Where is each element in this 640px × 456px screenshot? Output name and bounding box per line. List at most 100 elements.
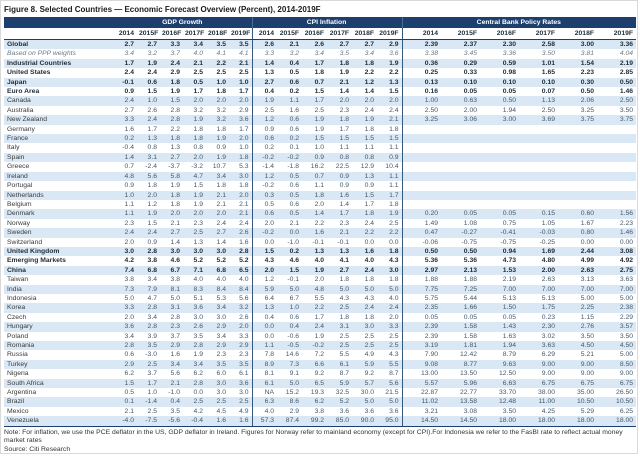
gdp-value: 2.9	[114, 359, 137, 370]
gdp-value: 3.0	[193, 313, 203, 321]
gdp-value: 4.0	[216, 276, 226, 284]
cbr-value	[519, 143, 558, 152]
cpi-value: 0.6	[289, 313, 300, 321]
gdp-value: 7.1	[183, 265, 206, 276]
cbr-value	[597, 152, 637, 163]
cbr-value: 5.00	[619, 351, 634, 359]
gdp-value: 1.9	[183, 115, 206, 125]
gdp-value: 5.1	[193, 294, 203, 302]
gdp-value: 6.0	[216, 370, 226, 378]
gdp-value: 2.8	[114, 341, 137, 351]
cbr-value: 2.39	[401, 39, 442, 50]
cbr-value	[480, 143, 519, 152]
gdp-value: 2.0	[183, 152, 206, 163]
cpi-value: 0.4	[251, 312, 278, 323]
cbr-value: -0.41	[480, 228, 520, 238]
cbr-value: 3.36	[502, 50, 517, 58]
cbr-value: 0.94	[480, 246, 520, 257]
cbr-value: 0.30	[558, 77, 598, 88]
gdp-value: 6.2	[124, 370, 134, 378]
cbr-value: 12.50	[499, 370, 517, 378]
cpi-value: 5.5	[339, 351, 350, 359]
cbr-value: 3.25	[580, 106, 595, 114]
cbr-value: 9.08	[401, 359, 442, 370]
gdp-value: 2.7	[160, 152, 183, 163]
country-label: Norway	[7, 219, 31, 227]
gdp-value: 2.4	[147, 69, 157, 77]
year-header: 2014	[114, 28, 137, 40]
gdp-value: 3.0	[183, 246, 206, 257]
gdp-value: 2.5	[193, 69, 203, 77]
cbr-value: 0.05	[463, 88, 478, 96]
gdp-value: 3.0	[206, 246, 229, 257]
cpi-value: 1.8	[302, 190, 328, 200]
cpi-value: 0.3	[251, 190, 278, 200]
cpi-value: 2.2	[364, 69, 375, 77]
cpi-value: 1.4	[302, 209, 328, 219]
cbr-value: 3.69	[519, 115, 559, 125]
cbr-value: 2.97	[401, 265, 442, 276]
cbr-value: 2.06	[558, 96, 598, 106]
gdp-value: 1.7	[239, 88, 249, 96]
gdp-value: 1.9	[193, 351, 203, 359]
cbr-value: 1.00	[401, 96, 442, 106]
gdp-value: 2.8	[160, 115, 183, 125]
gdp-value: 2.8	[137, 303, 160, 313]
table-row: Mexico 2.1 2.5 3.5 4.2 4.5 4.9 4.0 2.9 3.8 3.6 3.6 3…	[4, 406, 636, 417]
gdp-value: 1.0	[239, 144, 249, 152]
cbr-value: 1.05	[541, 219, 556, 227]
gdp-value: 3.0	[216, 313, 226, 321]
gdp-value: 2.8	[137, 246, 160, 257]
gdp-value: 1.9	[183, 190, 206, 200]
cpi-value: 1.7	[327, 209, 353, 219]
table-row: Brazil 0.1 -1.4 0.4 2.5 2.5 2.5 6.3 8.6 6.2 5.2 5.0…	[4, 397, 637, 407]
gdp-value: 2.9	[160, 341, 183, 351]
table-row: Taiwan 3.8 3.4 3.8 4.0 4.0 4.0 1.2 -0.1 2.0 1.8 1.8…	[4, 275, 636, 285]
cbr-value: 5.29	[580, 407, 595, 415]
cbr-value	[401, 152, 442, 163]
cbr-value: 22.77	[460, 389, 478, 397]
cbr-value: 11.00	[519, 397, 559, 407]
country-label: Ireland	[4, 171, 114, 182]
cpi-value: 2.0	[314, 200, 325, 208]
gdp-value: 3.7	[170, 332, 180, 340]
country-label: Sweden	[4, 228, 114, 238]
cbr-value: 0.05	[502, 313, 517, 321]
gdp-value: 1.8	[160, 77, 183, 88]
table-row: Spain 1.4 3.1 2.7 2.0 1.9 1.8 -0.2 -0.2 0.9 0.8 0.8…	[4, 152, 637, 163]
cpi-value: 1.5	[314, 88, 325, 96]
cpi-value: 2.5	[389, 332, 399, 340]
gdp-value: 2.6	[239, 313, 249, 321]
gdp-value: 4.6	[170, 257, 180, 265]
cbr-value: 2.35	[401, 303, 442, 313]
country-label: Canada	[4, 96, 114, 106]
cpi-value: 1.7	[377, 190, 403, 200]
table-footer: Note: For inflation, we use the PCE defl…	[1, 427, 637, 455]
cpi-value: 7.2	[314, 351, 325, 359]
cpi-value: 1.8	[339, 313, 350, 321]
gdp-value: 2.6	[183, 322, 206, 332]
gdp-value: 4.1	[216, 50, 226, 58]
cpi-value: 1.0	[277, 303, 303, 313]
cbr-value: 7.00	[558, 284, 598, 294]
cbr-value: 0.00	[580, 238, 595, 246]
gdp-value: 1.3	[137, 134, 160, 144]
cbr-value: 9.00	[558, 359, 598, 370]
cbr-value: 18.00	[597, 416, 637, 427]
gdp-value: 1.0	[137, 96, 160, 106]
cbr-value: 2.85	[619, 69, 634, 77]
cbr-value: 2.63	[558, 265, 598, 276]
cpi-value: 2.5	[389, 219, 399, 227]
cbr-value: -0.75	[500, 238, 517, 246]
cpi-value: -0.1	[287, 276, 300, 284]
gdp-value: 2.0	[183, 209, 206, 219]
gdp-value: 1.8	[147, 182, 157, 190]
cpi-value: 4.3	[389, 351, 399, 359]
gdp-value: 5.3	[216, 294, 226, 302]
cpi-value: 16.2	[310, 163, 325, 171]
gdp-value: 0.6	[137, 77, 160, 88]
gdp-value: 1.5	[114, 378, 137, 389]
cpi-value: 1.1	[314, 182, 325, 190]
table-row: Germany 1.6 1.7 2.2 1.8 1.8 1.7 0.9 0.6 1.9 1.7 1.8…	[4, 124, 636, 135]
cbr-value: 6.29	[541, 351, 556, 359]
